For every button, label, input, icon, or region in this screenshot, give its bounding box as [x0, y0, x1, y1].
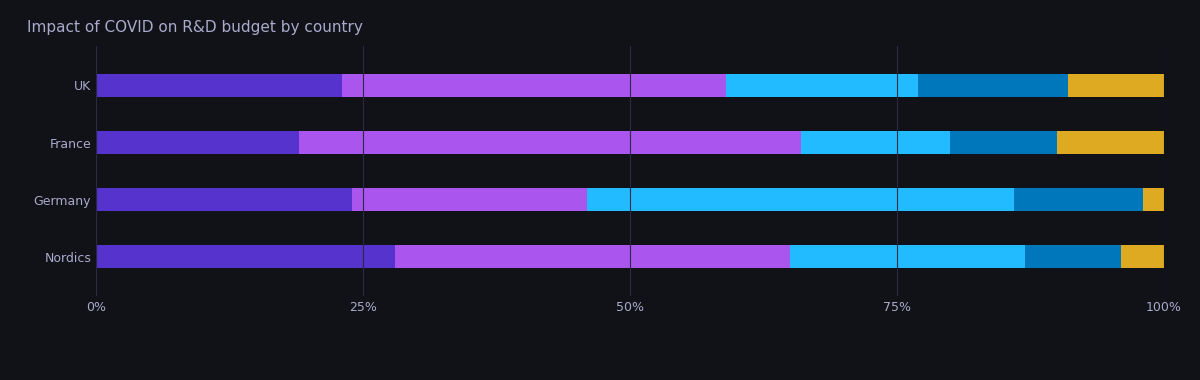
Bar [950, 131, 1057, 155]
Bar [96, 131, 299, 155]
Bar [96, 245, 395, 268]
Bar [1025, 245, 1121, 268]
Bar [790, 245, 1025, 268]
Bar [353, 188, 587, 211]
Text: Impact of COVID on R&D budget by country: Impact of COVID on R&D budget by country [26, 20, 362, 35]
Bar [800, 131, 950, 155]
Bar [1068, 74, 1164, 98]
Bar [918, 74, 1068, 98]
Bar [96, 188, 353, 211]
Bar [299, 131, 800, 155]
Bar [1142, 188, 1164, 211]
Bar [395, 245, 790, 268]
Bar [1057, 131, 1164, 155]
Bar [1014, 188, 1142, 211]
Bar [726, 74, 918, 98]
Bar [96, 74, 342, 98]
Bar [587, 188, 1014, 211]
Bar [1121, 245, 1164, 268]
Bar [342, 74, 726, 98]
